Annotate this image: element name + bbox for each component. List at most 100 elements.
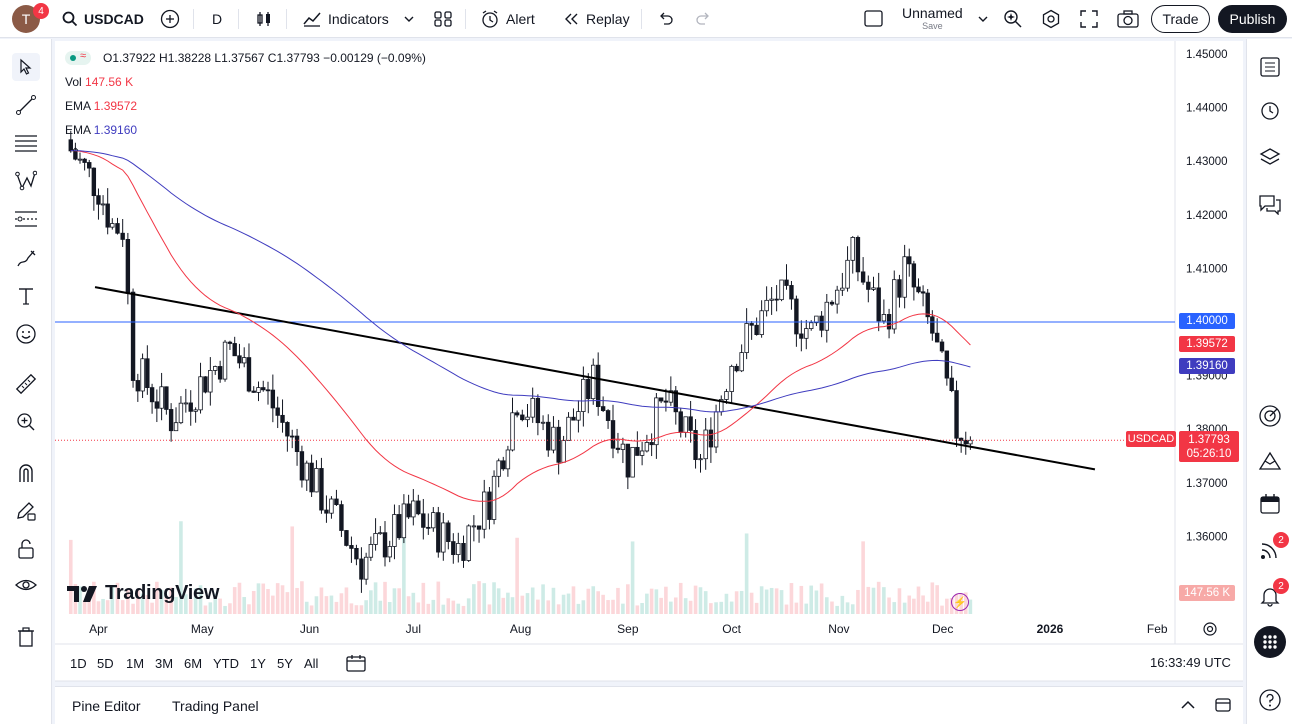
magnet-tool[interactable] [12,459,40,487]
layout-save-label: Save [922,21,943,31]
timeframe-button[interactable]: 5Y [277,656,293,671]
ohlc-legend: ≈ O1.37922 H1.38228 L1.37567 C1.37793 −0… [65,50,426,65]
watermark-text: TradingView [105,582,220,604]
news-button[interactable] [1256,536,1284,564]
interval-button[interactable]: D [212,0,222,38]
timeframe-button[interactable]: 1Y [250,656,266,671]
timeframe-button[interactable]: All [304,656,319,671]
forecast-tool[interactable] [12,205,40,233]
watchlist-button[interactable] [1256,53,1284,81]
indicators-label: Indicators [328,10,389,27]
ideas-button[interactable] [1256,447,1284,475]
gear-icon [1203,622,1217,636]
chevron-up-icon[interactable] [1180,697,1196,713]
approx-icon: ≈ [80,50,87,62]
lightning-event-icon[interactable]: ⚡ [951,593,969,611]
alerts-panel-button[interactable] [1256,96,1284,124]
visibility-tool[interactable] [12,571,40,599]
text-tool[interactable] [12,282,40,310]
lock-icon [18,539,34,559]
timeframe-button[interactable]: YTD [213,656,239,671]
news-badge: 2 [1273,532,1289,548]
settings-button[interactable] [1041,0,1061,38]
data-window-button[interactable] [1256,143,1284,171]
calendar-icon [1260,494,1280,514]
zoom-tool[interactable] [12,408,40,436]
layout-selector[interactable]: Unnamed Save [864,0,989,38]
alert-button[interactable]: Alert [480,0,535,38]
ema-slow-legend[interactable]: EMA 1.39160 [65,123,137,137]
text-icon [19,288,33,305]
chats-button[interactable] [1256,190,1284,218]
emoji-tool[interactable] [12,320,40,348]
templates-button[interactable] [433,0,453,38]
target-button[interactable] [1256,402,1284,430]
remove-drawings-tool[interactable] [12,623,40,651]
calendar-range-icon [346,655,366,672]
search-icon [62,11,78,26]
trash-icon [18,627,34,647]
timeframe-button[interactable]: 1D [70,656,87,671]
undo-button[interactable] [657,0,675,38]
timeframe-button[interactable]: 5D [97,656,114,671]
calendar-button[interactable] [1256,490,1284,518]
legend-collapse-toggle[interactable]: ⌃ [70,145,81,160]
chart-type-button[interactable] [255,0,273,38]
maximize-panel-icon[interactable] [1214,696,1232,714]
fib-tool[interactable] [12,129,40,157]
zoom-sparkle-icon [1004,9,1022,28]
indicators-button[interactable]: Indicators [302,0,415,38]
divider [193,9,194,29]
tab-pine-editor[interactable]: Pine Editor [72,698,141,714]
axis-settings-button[interactable] [1202,621,1218,642]
square-icon [864,9,883,27]
ema-fast-legend[interactable]: EMA 1.39572 [65,99,137,113]
lock-tool[interactable] [12,535,40,563]
gear-icon [1042,9,1060,28]
alert-label: Alert [506,10,535,27]
market-status[interactable]: ≈ [65,50,91,65]
fullscreen-icon [1080,9,1098,28]
cursor-tool[interactable] [12,53,40,81]
pattern-tool[interactable] [12,167,40,195]
volume-legend[interactable]: Vol 147.56 K [65,75,133,89]
last-price-tag: 1.37793 05:26:10 [1179,431,1239,462]
measure-tool[interactable] [12,370,40,398]
quick-search-button[interactable] [1003,0,1023,38]
apps-grid-icon [1263,635,1277,649]
help-button[interactable] [1256,686,1284,714]
trade-button[interactable]: Trade [1151,5,1210,33]
chat-icon [1259,195,1281,215]
brush-icon [17,250,36,267]
apps-button[interactable] [1254,626,1286,658]
publish-button[interactable]: Publish [1218,5,1287,33]
symbol-name: USDCAD [84,10,144,27]
brush-tool[interactable] [12,244,40,272]
notifications-button[interactable] [1256,582,1284,610]
level-price-tag: 1.40000 [1179,313,1235,329]
timeframe-button[interactable]: 1M [126,656,145,671]
chevron-down-icon [978,16,988,22]
list-icon [1260,57,1280,77]
redo-button[interactable] [694,0,712,38]
tradingview-watermark[interactable]: TradingView [67,582,219,605]
compare-button[interactable] [160,0,180,38]
symbol-search[interactable]: USDCAD [62,0,144,38]
go-to-date-button[interactable] [346,654,366,677]
trendline-tool[interactable] [12,91,40,119]
tab-trading-panel[interactable]: Trading Panel [172,698,259,714]
timeframe-button[interactable]: 6M [184,656,203,671]
replay-button[interactable]: Replay [562,0,630,38]
last-price: 1.37793 [1188,433,1230,446]
timeframe-button[interactable]: 3M [155,656,174,671]
right-sidebar: 2 2 [1246,39,1292,724]
snapshot-button[interactable] [1117,0,1139,38]
fullscreen-button[interactable] [1080,0,1098,38]
utc-clock[interactable]: 16:33:49 UTC [1150,655,1231,670]
alarm-clock-icon [1261,102,1279,120]
draw-mode-tool[interactable] [12,497,40,525]
pencil-lock-icon [17,502,36,521]
vol-label: Vol [65,75,82,89]
zoom-in-icon [17,413,35,431]
chart-pane[interactable] [55,41,1243,681]
